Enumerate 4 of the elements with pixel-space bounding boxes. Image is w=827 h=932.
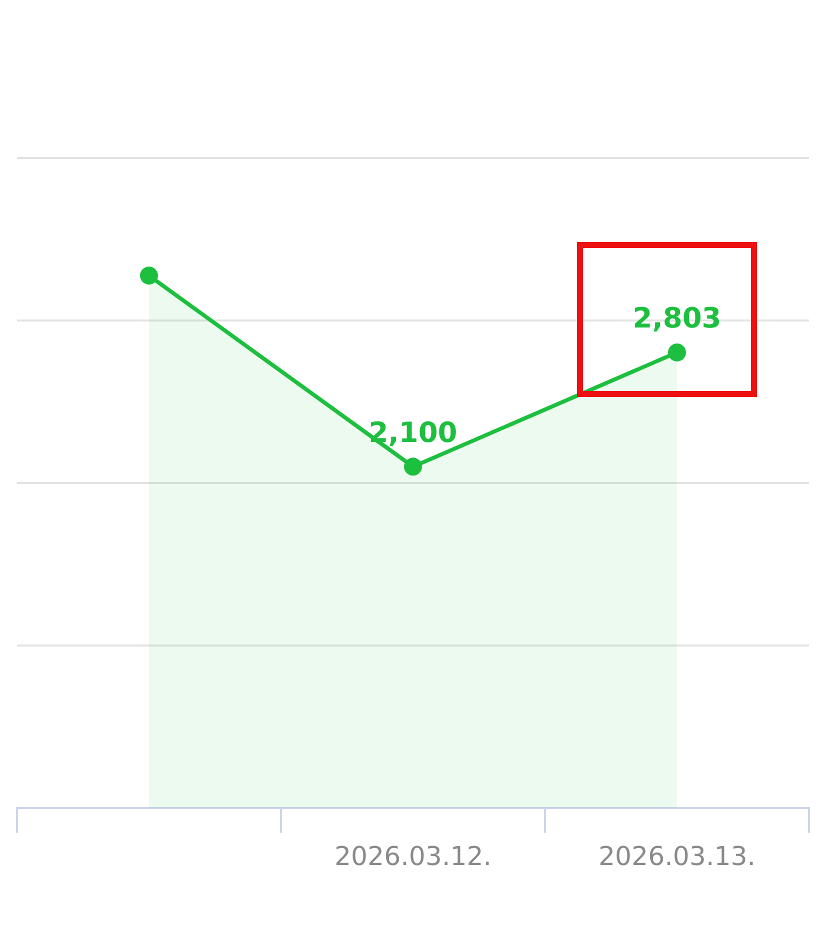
data-label: 2,803 bbox=[632, 302, 722, 335]
x-tick-label: 2026.03.12. bbox=[334, 842, 492, 872]
data-label: 2,100 bbox=[368, 416, 458, 449]
x-tick-label: 2026.03.13. bbox=[598, 842, 756, 872]
